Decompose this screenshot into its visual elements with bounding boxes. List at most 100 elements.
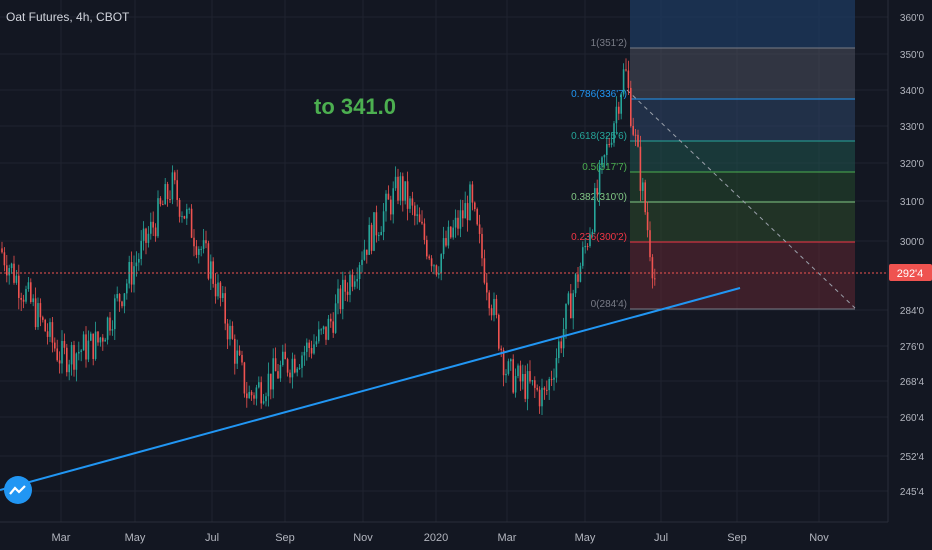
candle-body xyxy=(308,342,310,349)
candle-body xyxy=(349,274,351,295)
candle-body xyxy=(255,387,258,399)
candle-body xyxy=(238,350,241,355)
y-tick-label: 252'4 xyxy=(900,452,925,463)
candle-body xyxy=(61,340,63,364)
candle-body xyxy=(330,318,332,322)
candle-body xyxy=(562,328,565,349)
candle-body xyxy=(474,202,476,210)
candle-body xyxy=(404,181,406,201)
candlestick-series xyxy=(1,58,656,415)
candle-body xyxy=(154,227,157,237)
candle-body xyxy=(183,216,186,219)
candle-body xyxy=(68,364,70,373)
candle-body xyxy=(87,340,90,360)
candle-body xyxy=(483,258,486,283)
candle-body xyxy=(85,334,87,360)
candle-body xyxy=(601,157,603,166)
candle-body xyxy=(109,317,111,331)
candle-body xyxy=(414,205,416,216)
candle-body xyxy=(157,198,159,237)
candle-body xyxy=(428,256,430,259)
candle-body xyxy=(243,362,246,394)
y-tick-label: 300'0 xyxy=(900,237,925,248)
tradingview-logo-icon[interactable] xyxy=(4,476,32,504)
candle-body xyxy=(114,298,116,330)
candle-body xyxy=(560,341,562,349)
candle-body xyxy=(34,298,37,328)
candle-body xyxy=(435,265,438,275)
candle-body xyxy=(541,387,543,407)
candle-body xyxy=(594,188,596,232)
candle-body xyxy=(37,303,39,328)
candle-body xyxy=(577,274,579,282)
candle-body xyxy=(54,342,56,349)
candle-body xyxy=(387,193,390,200)
candle-body xyxy=(104,339,106,342)
candle-body xyxy=(649,230,651,258)
trendline[interactable] xyxy=(0,287,741,491)
candle-body xyxy=(270,373,272,390)
y-tick-label: 350'0 xyxy=(900,50,925,61)
x-tick-label: May xyxy=(125,532,146,544)
candle-body xyxy=(301,355,303,368)
candle-body xyxy=(66,347,68,373)
candle-body xyxy=(512,359,514,393)
candle-body xyxy=(596,188,598,195)
candle-body xyxy=(186,209,188,219)
candle-body xyxy=(73,345,75,370)
candle-body xyxy=(226,323,229,340)
fib-retracement[interactable]: 1(351'2)0.786(336'7)0.618(325'6)0.5(317'… xyxy=(571,0,856,310)
candle-body xyxy=(375,212,378,236)
y-tick-label: 310'0 xyxy=(900,197,925,208)
candle-body xyxy=(586,245,589,247)
candle-body xyxy=(462,210,464,219)
candle-body xyxy=(174,172,176,181)
candle-body xyxy=(327,318,330,340)
candle-body xyxy=(354,281,356,287)
x-tick-label: Jul xyxy=(654,532,668,544)
candle-body xyxy=(363,249,366,260)
candle-body xyxy=(325,326,327,340)
time-axis[interactable]: Mar May Jul Sep Nov 2020 Mar May Jul Sep Nov xyxy=(52,532,830,544)
candle-body xyxy=(433,265,435,267)
candle-body xyxy=(495,298,498,315)
candle-body xyxy=(138,258,140,263)
y-tick-label: 320'0 xyxy=(900,159,925,170)
candle-body xyxy=(248,391,250,399)
candle-body xyxy=(567,293,570,304)
fib-level-label: 0.236(300'2) xyxy=(571,232,627,243)
fib-level-label: 0.618(325'6) xyxy=(571,131,627,142)
price-axis[interactable]: 360'0 350'0 340'0 330'0 320'0 310'0 300'0 284'0… xyxy=(900,13,925,498)
candle-body xyxy=(111,329,114,331)
candle-body xyxy=(334,303,337,333)
x-tick-label: May xyxy=(575,532,596,544)
candle-body xyxy=(627,70,630,88)
candle-body xyxy=(351,274,354,287)
candle-body xyxy=(550,379,553,381)
price-target-annotation[interactable]: to 341.0 xyxy=(314,94,396,119)
candle-body xyxy=(498,314,500,349)
candle-body xyxy=(620,94,622,114)
candle-body xyxy=(265,396,267,402)
candle-body xyxy=(222,293,224,299)
candle-body xyxy=(452,227,454,238)
candle-body xyxy=(284,351,286,360)
candle-body xyxy=(258,382,260,388)
candle-body xyxy=(382,211,385,232)
candle-body xyxy=(459,210,462,229)
candle-body xyxy=(454,217,457,228)
candle-body xyxy=(531,380,534,382)
candle-body xyxy=(142,228,145,241)
candle-body xyxy=(250,391,253,396)
candle-body xyxy=(135,262,138,267)
candle-body xyxy=(18,275,20,298)
candle-body xyxy=(162,204,164,206)
candle-body xyxy=(517,365,519,377)
candle-body xyxy=(603,155,606,158)
candle-body xyxy=(205,240,207,244)
x-tick-label: Jul xyxy=(205,532,219,544)
candle-body xyxy=(654,278,656,280)
candle-body xyxy=(397,176,399,201)
fib-level-label: 0(284'4) xyxy=(591,299,627,310)
